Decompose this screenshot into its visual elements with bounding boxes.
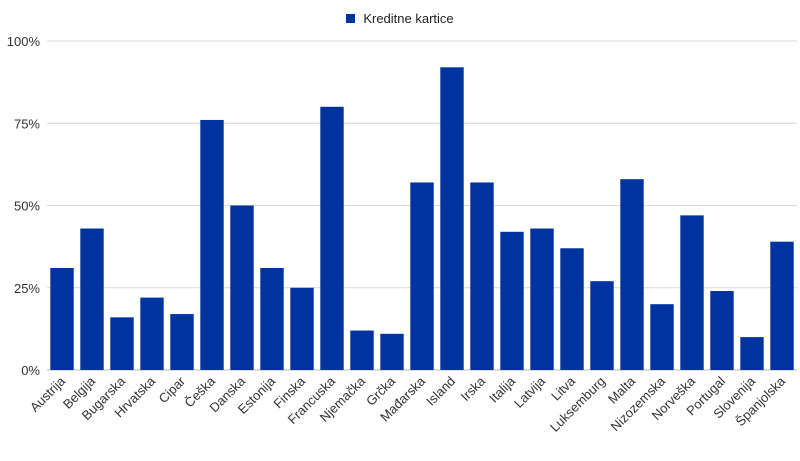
legend-swatch [346, 13, 356, 23]
y-tick-label: 100% [7, 34, 41, 49]
bar-belgija [80, 228, 104, 370]
bar-island [440, 67, 464, 370]
bar-luksemburg [590, 281, 614, 370]
bar-portugal [710, 291, 734, 370]
bar-latvija [530, 228, 554, 370]
bar-španjolska [770, 241, 794, 370]
bar-irska [470, 182, 494, 370]
bar-norveška [680, 215, 704, 370]
bar-grčka [380, 333, 404, 370]
bar-estonija [260, 268, 284, 370]
bar-malta [620, 179, 644, 370]
bar-mađarska [410, 182, 434, 370]
chart-legend: Kreditne kartice [0, 8, 800, 28]
bar-danska [230, 205, 254, 370]
y-tick-label: 25% [14, 281, 40, 296]
bar-finska [290, 287, 314, 370]
y-tick-label: 0% [21, 363, 40, 378]
bar-austrija [50, 268, 74, 370]
x-tick-label: Luksemburg [547, 374, 608, 435]
bar-cipar [170, 314, 194, 370]
y-tick-label: 75% [14, 116, 40, 131]
bar-litva [560, 248, 584, 370]
x-tick-label: Irska [458, 373, 489, 404]
bar-češka [200, 119, 224, 371]
x-tick-label: Latvija [511, 373, 549, 411]
x-tick-label: Island [423, 374, 458, 409]
y-tick-label: 50% [14, 199, 40, 214]
bar-slovenija [740, 337, 764, 370]
bar-hrvatska [140, 297, 164, 370]
bar-bugarska [110, 317, 134, 370]
bar-nizozemska [650, 304, 674, 370]
bar-francuska [320, 106, 344, 371]
bar-italija [500, 231, 524, 370]
bar-njemačka [350, 330, 374, 370]
legend-label: Kreditne kartice [363, 10, 454, 26]
x-tick-label: Austrija [27, 373, 69, 415]
